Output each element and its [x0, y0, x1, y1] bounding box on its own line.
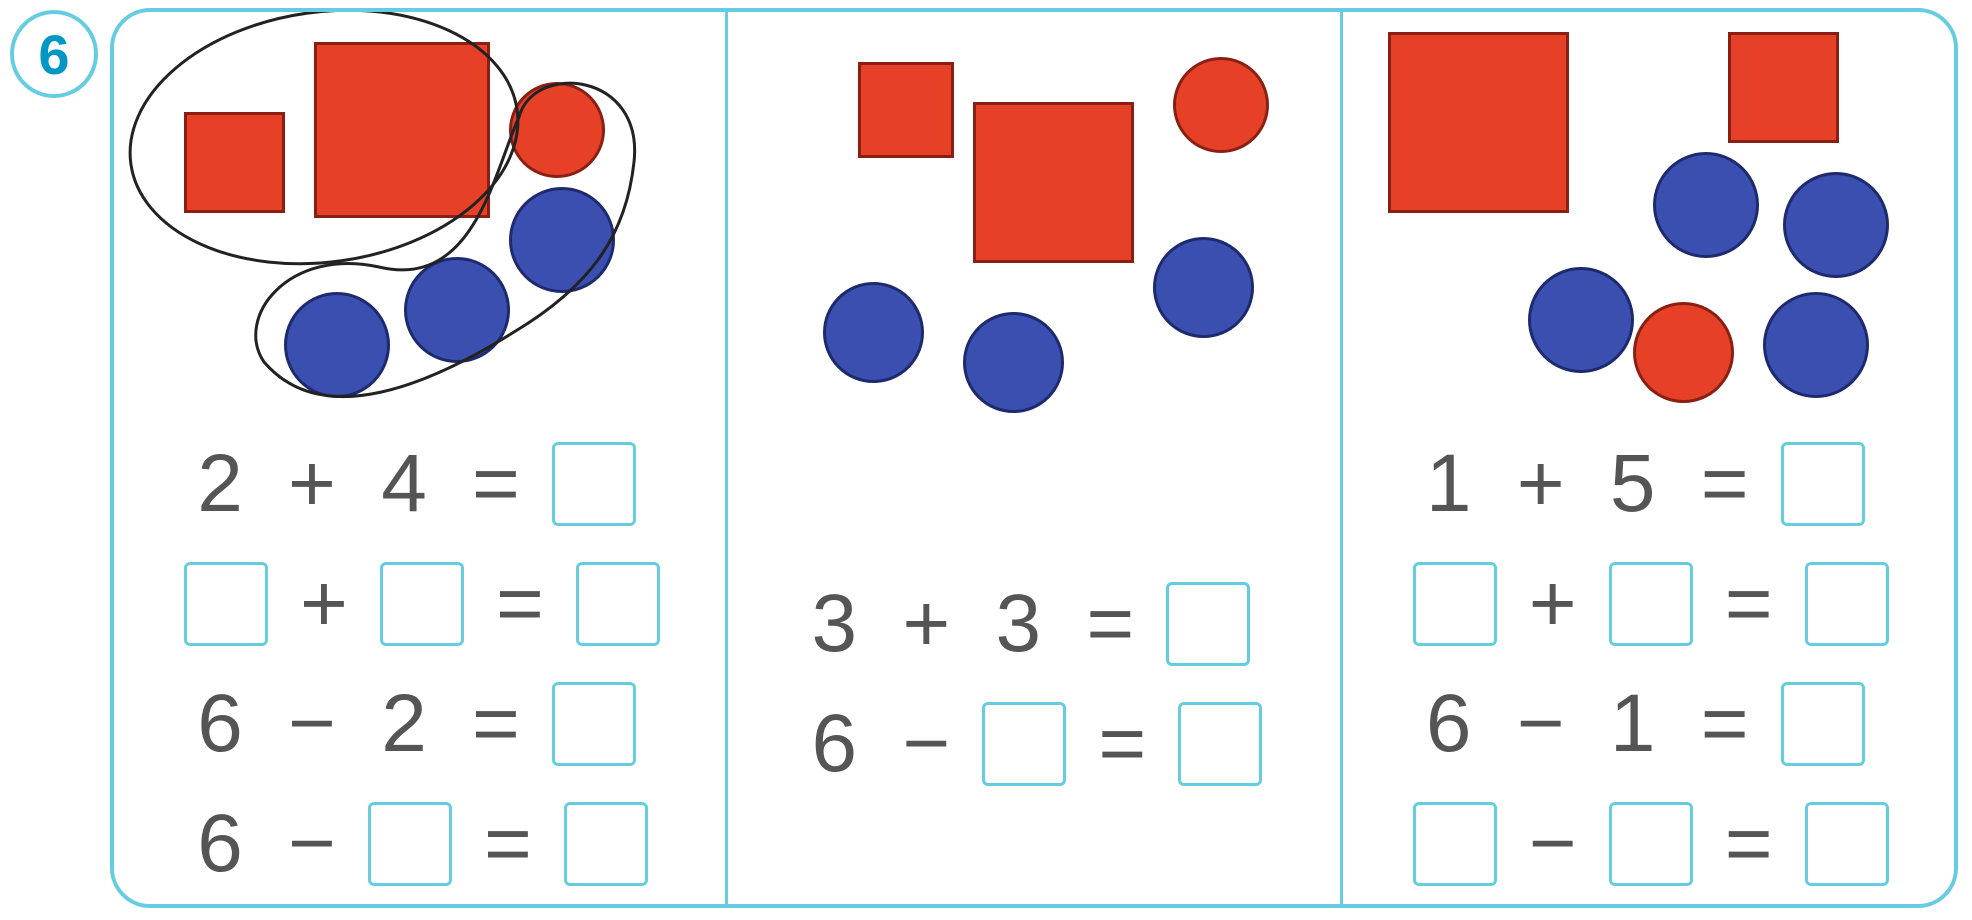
answer-box[interactable] — [1413, 562, 1497, 646]
operator: = — [1689, 677, 1761, 771]
number: 2 — [368, 677, 440, 771]
equation-row: 6−2= — [164, 664, 675, 784]
operator: = — [484, 557, 556, 651]
number: 5 — [1597, 437, 1669, 531]
worksheet-container: 6 2+4=+=6−2=6−=3+3=6−=1+5=+=6−1=−= — [0, 0, 1972, 920]
equation-area: 2+4=+=6−2=6−= — [114, 424, 725, 904]
answer-box[interactable] — [552, 682, 636, 766]
exercise-number: 6 — [38, 22, 69, 87]
panel-2: 3+3=6−= — [728, 12, 1342, 904]
number: 2 — [184, 437, 256, 531]
red-square — [314, 42, 490, 218]
number: 3 — [982, 577, 1054, 671]
operator: + — [1505, 437, 1577, 531]
operator: − — [1505, 677, 1577, 771]
answer-box[interactable] — [1178, 702, 1262, 786]
blue-circle — [509, 187, 615, 293]
red-square — [973, 102, 1134, 263]
number: 6 — [1413, 677, 1485, 771]
number: 6 — [184, 797, 256, 891]
answer-box[interactable] — [1609, 802, 1693, 886]
answer-box[interactable] — [1805, 562, 1889, 646]
panel-3: 1+5=+=6−1=−= — [1343, 12, 1954, 904]
answer-box[interactable] — [552, 442, 636, 526]
operator: = — [1713, 557, 1785, 651]
answer-box[interactable] — [1413, 802, 1497, 886]
equation-row: 6− = — [778, 684, 1289, 804]
shape-area — [1343, 12, 1954, 422]
number: 3 — [798, 577, 870, 671]
number: 6 — [184, 677, 256, 771]
answer-box[interactable] — [368, 802, 452, 886]
red-square — [1728, 32, 1839, 143]
blue-circle — [1763, 292, 1869, 398]
red-circle — [1173, 57, 1269, 153]
equation-row: 6− = — [164, 784, 675, 904]
answer-box[interactable] — [1609, 562, 1693, 646]
red-square — [858, 62, 954, 158]
equation-row: 1+5= — [1393, 424, 1904, 544]
operator: = — [460, 677, 532, 771]
answer-box[interactable] — [1781, 682, 1865, 766]
shape-area — [728, 12, 1339, 422]
operator: + — [288, 557, 360, 651]
operator: = — [1689, 437, 1761, 531]
answer-box[interactable] — [1805, 802, 1889, 886]
answer-box[interactable] — [1781, 442, 1865, 526]
blue-circle — [823, 282, 924, 383]
blue-circle — [284, 292, 390, 398]
exercise-frame: 2+4=+=6−2=6−=3+3=6−=1+5=+=6−1=−= — [110, 8, 1958, 908]
exercise-number-badge: 6 — [10, 10, 98, 98]
number: 1 — [1413, 437, 1485, 531]
answer-box[interactable] — [576, 562, 660, 646]
answer-box[interactable] — [564, 802, 648, 886]
red-square — [1388, 32, 1569, 213]
blue-circle — [1783, 172, 1889, 278]
blue-circle — [1528, 267, 1634, 373]
equation-row: 2+4= — [164, 424, 675, 544]
equation-row: −= — [1393, 784, 1904, 904]
blue-circle — [963, 312, 1064, 413]
blue-circle — [1153, 237, 1254, 338]
blue-circle — [1653, 152, 1759, 258]
shape-area — [114, 12, 725, 422]
operator: + — [1517, 557, 1589, 651]
red-square — [184, 112, 285, 213]
operator: + — [276, 437, 348, 531]
panel-1: 2+4=+=6−2=6−= — [114, 12, 728, 904]
operator: = — [1074, 577, 1146, 671]
operator: − — [1517, 797, 1589, 891]
red-circle — [1633, 302, 1734, 403]
number: 1 — [1597, 677, 1669, 771]
answer-box[interactable] — [184, 562, 268, 646]
equation-row: 6−1= — [1393, 664, 1904, 784]
equation-area: 1+5=+=6−1=−= — [1343, 424, 1954, 904]
operator: + — [890, 577, 962, 671]
red-circle — [509, 82, 605, 178]
answer-box[interactable] — [380, 562, 464, 646]
operator: − — [276, 797, 348, 891]
equation-row: += — [1393, 544, 1904, 664]
operator: = — [1713, 797, 1785, 891]
answer-box[interactable] — [982, 702, 1066, 786]
operator: = — [472, 797, 544, 891]
operator: = — [460, 437, 532, 531]
equation-row: += — [164, 544, 675, 664]
answer-box[interactable] — [1166, 582, 1250, 666]
operator: − — [276, 677, 348, 771]
equation-row: 3+3= — [778, 564, 1289, 684]
equation-area: 3+3=6−= — [728, 424, 1339, 804]
operator: − — [890, 697, 962, 791]
number: 6 — [798, 697, 870, 791]
operator: = — [1086, 697, 1158, 791]
number: 4 — [368, 437, 440, 531]
blue-circle — [404, 257, 510, 363]
